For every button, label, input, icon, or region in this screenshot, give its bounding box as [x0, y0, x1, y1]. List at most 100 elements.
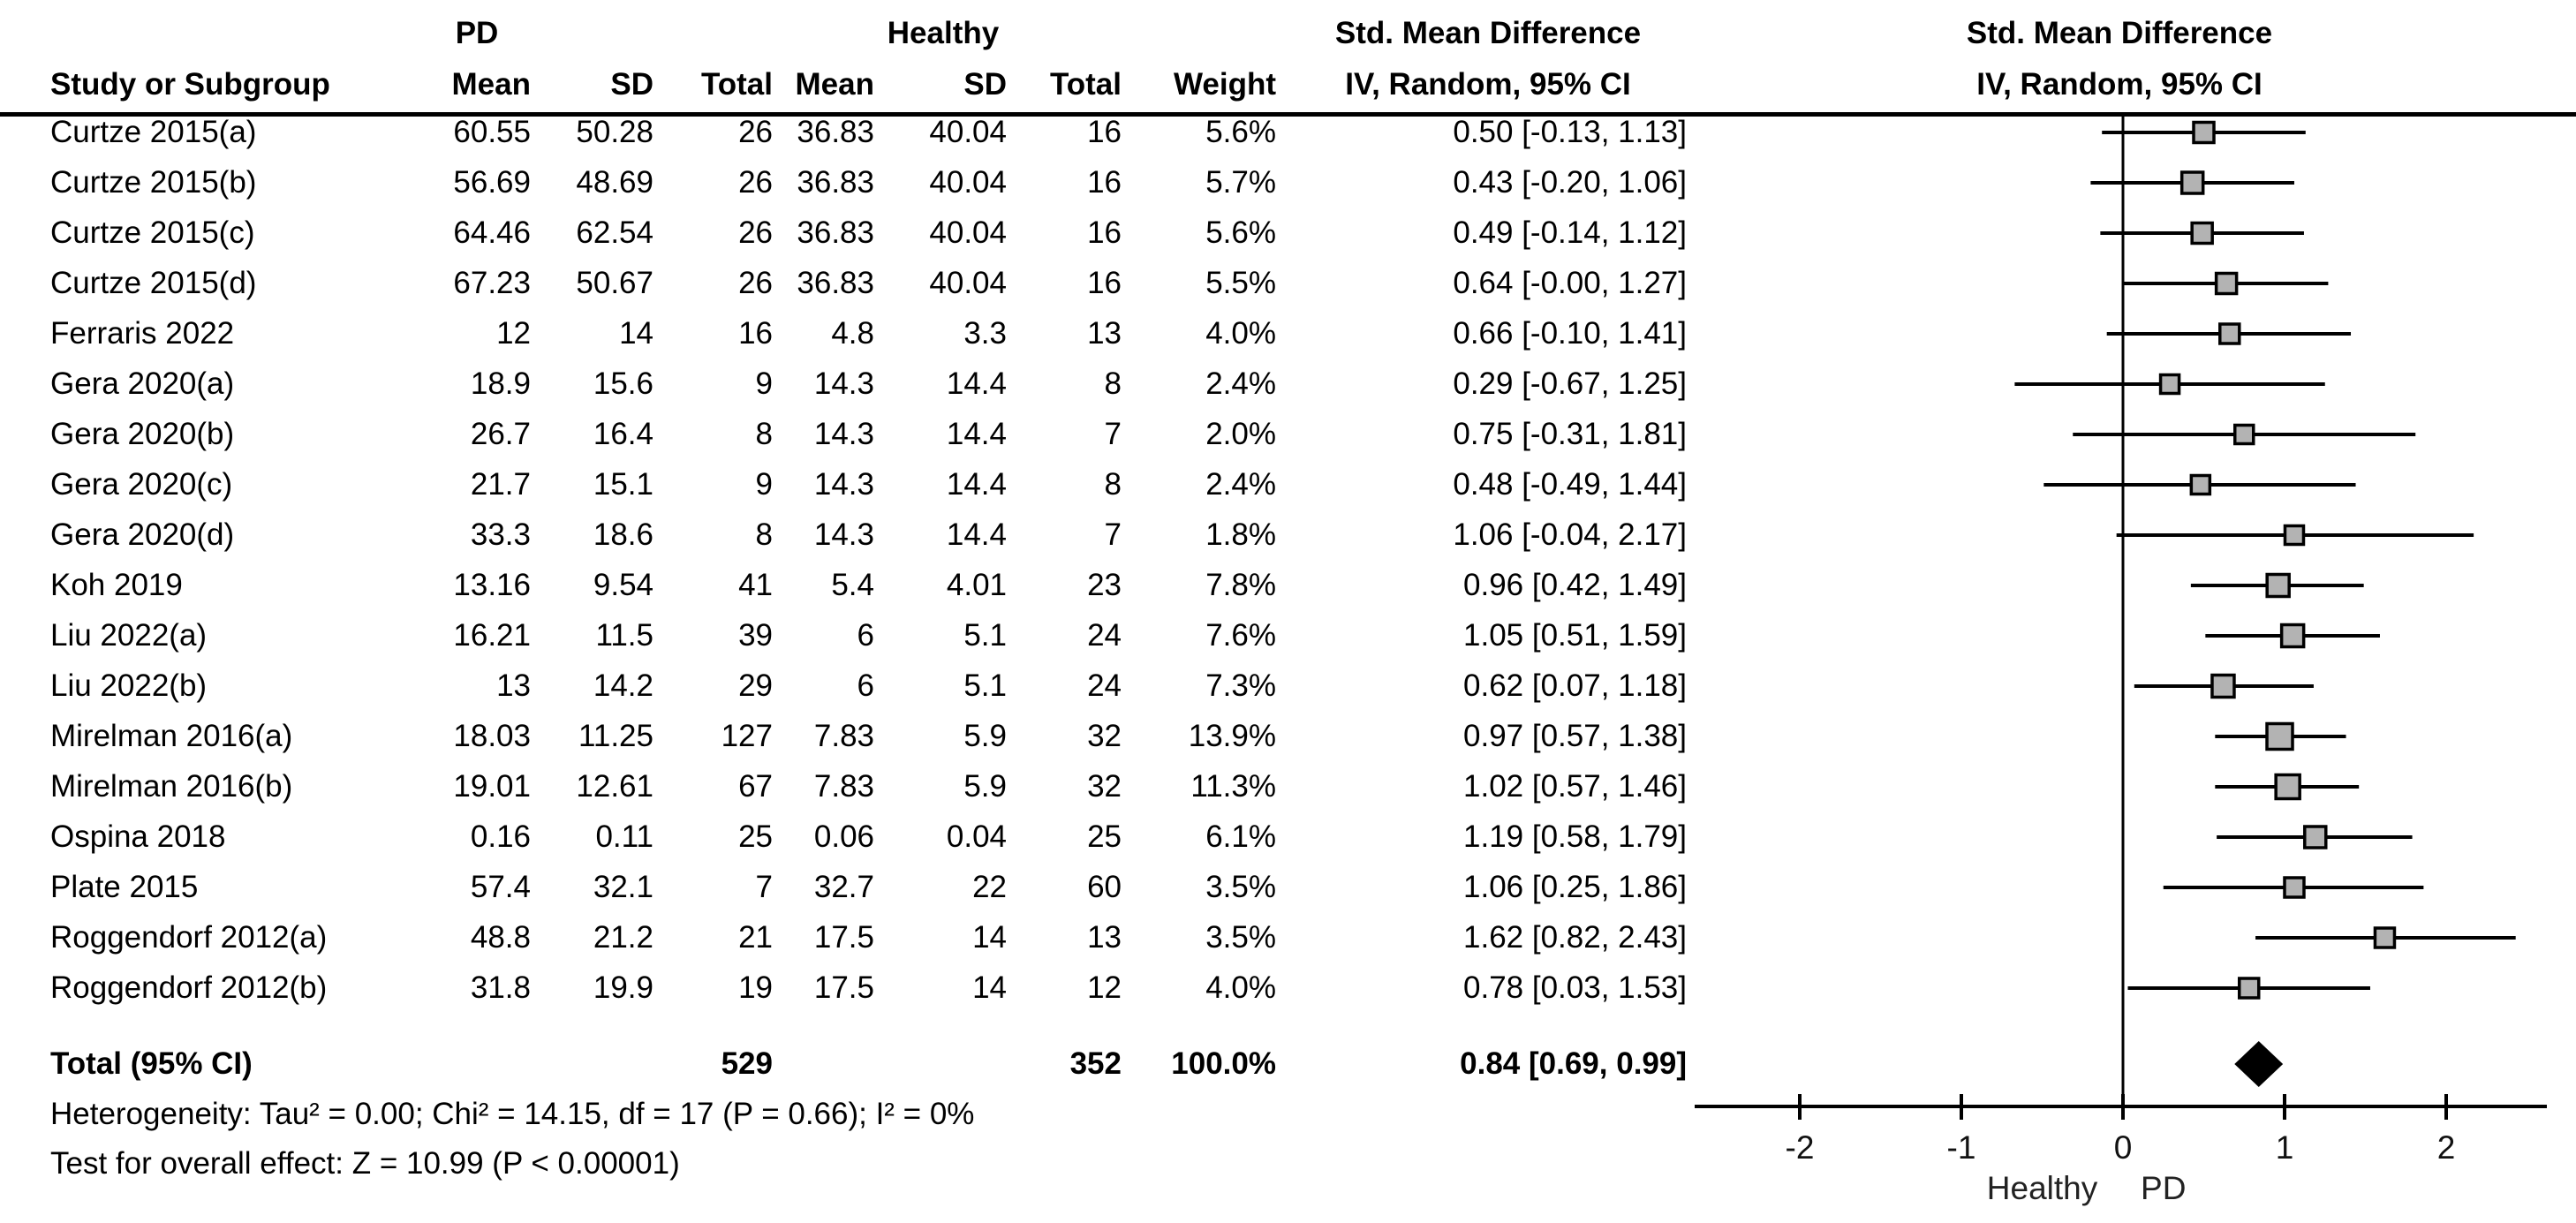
cell-mean_h: 4.8 — [831, 316, 874, 351]
cell-total_h: 23 — [1087, 568, 1122, 602]
cell-study: Curtze 2015(d) — [50, 266, 257, 300]
cell-sd_pd: 18.6 — [593, 517, 653, 552]
cell-sd_pd: 19.9 — [593, 970, 653, 1005]
tick-label: -2 — [1786, 1129, 1815, 1166]
col-header-mean-h: Mean — [795, 67, 874, 102]
cell-weight: 7.3% — [1205, 668, 1276, 703]
cell-total_pd: 127 — [721, 719, 773, 753]
cell-sd_h: 5.9 — [963, 769, 1007, 804]
cell-mean_pd: 67.23 — [453, 266, 531, 300]
smd-column-subtitle: IV, Random, 95% CI — [1345, 67, 1631, 102]
cell-sd_h: 5.9 — [963, 719, 1007, 753]
effect-square — [2279, 623, 2306, 649]
cell-mean_pd: 13.16 — [453, 568, 531, 602]
cell-total_h: 24 — [1087, 668, 1122, 703]
cell-ci_text: 1.62 [0.82, 2.43] — [1463, 920, 1687, 955]
cell-sd_pd: 21.2 — [593, 920, 653, 955]
cell-sd_pd: 9.54 — [593, 568, 653, 602]
cell-total_h: 16 — [1087, 165, 1122, 200]
cell-total_pd: 67 — [738, 769, 773, 804]
cell-sd_h: 14 — [972, 970, 1007, 1005]
cell-sd_pd: 11.25 — [578, 719, 653, 753]
cell-mean_h: 17.5 — [813, 970, 874, 1005]
cell-total_pd: 39 — [738, 618, 773, 653]
effect-square — [2179, 170, 2205, 195]
cell-ci_text: 0.29 [-0.67, 1.25] — [1453, 366, 1687, 401]
cell-total_h: 12 — [1087, 970, 1122, 1005]
cell-mean_h: 14.3 — [813, 467, 874, 502]
cell-mean_h: 32.7 — [813, 870, 874, 904]
cell-total_pd: 16 — [738, 316, 773, 351]
cell-study: Gera 2020(d) — [50, 517, 235, 552]
group-header-pd: PD — [455, 16, 499, 50]
group-header-healthy: Healthy — [887, 16, 1000, 50]
summary-diamond — [2234, 1041, 2284, 1087]
cell-total_pd: 9 — [755, 467, 773, 502]
cell-study: Roggendorf 2012(b) — [50, 970, 328, 1005]
cell-total_h: 24 — [1087, 618, 1122, 653]
cell-sd_h: 5.1 — [963, 618, 1007, 653]
cell-mean_h: 6 — [857, 618, 874, 653]
cell-ci_text: 0.75 [-0.31, 1.81] — [1453, 417, 1687, 451]
tick-label: 2 — [2437, 1129, 2456, 1166]
total-pd-n: 529 — [721, 1046, 773, 1081]
cell-total_h: 8 — [1104, 366, 1122, 401]
cell-ci_text: 0.97 [0.57, 1.38] — [1463, 719, 1687, 753]
cell-sd_h: 14.4 — [946, 517, 1007, 552]
cell-study: Gera 2020(a) — [50, 366, 235, 401]
cell-ci_text: 0.48 [-0.49, 1.44] — [1453, 467, 1687, 502]
cell-total_pd: 8 — [755, 417, 773, 451]
cell-weight: 4.0% — [1205, 970, 1276, 1005]
smd-plot-title: Std. Mean Difference — [1966, 16, 2273, 50]
cell-study: Roggendorf 2012(a) — [50, 920, 328, 955]
cell-mean_pd: 18.03 — [453, 719, 531, 753]
cell-ci_text: 0.96 [0.42, 1.49] — [1463, 568, 1687, 602]
cell-study: Liu 2022(a) — [50, 618, 208, 653]
overall-effect-note: Test for overall effect: Z = 10.99 (P < … — [50, 1146, 680, 1181]
col-header-total-h: Total — [1049, 67, 1122, 102]
cell-mean_h: 36.83 — [797, 266, 874, 300]
cell-total_h: 7 — [1104, 417, 1122, 451]
cell-weight: 5.7% — [1205, 165, 1276, 200]
cell-weight: 4.0% — [1205, 316, 1276, 351]
effect-square — [2373, 926, 2397, 949]
cell-study: Mirelman 2016(a) — [50, 719, 293, 753]
cell-study: Mirelman 2016(b) — [50, 769, 293, 804]
effect-square — [2233, 423, 2255, 446]
total-ci-text: 0.84 [0.69, 0.99] — [1460, 1046, 1687, 1081]
cell-total_pd: 26 — [738, 165, 773, 200]
cell-total_h: 32 — [1087, 719, 1122, 753]
cell-mean_h: 14.3 — [813, 417, 874, 451]
cell-ci_text: 0.43 [-0.20, 1.06] — [1453, 165, 1687, 200]
cell-ci_text: 0.78 [0.03, 1.53] — [1463, 970, 1687, 1005]
cell-sd_h: 14.4 — [946, 467, 1007, 502]
effect-square — [2190, 221, 2214, 245]
cell-sd_h: 14 — [972, 920, 1007, 955]
effect-square — [2192, 120, 2216, 145]
cell-sd_pd: 50.28 — [576, 115, 653, 149]
cell-mean_pd: 60.55 — [453, 115, 531, 149]
cell-mean_pd: 26.7 — [470, 417, 531, 451]
cell-study: Koh 2019 — [50, 568, 183, 602]
cell-sd_pd: 15.6 — [593, 366, 653, 401]
effect-square — [2265, 721, 2294, 751]
header-rule — [0, 112, 2576, 117]
cell-mean_pd: 16.21 — [453, 618, 531, 653]
effect-square — [2274, 773, 2301, 801]
cell-total_h: 16 — [1087, 215, 1122, 250]
effect-square — [2189, 473, 2212, 496]
col-header-study: Study or Subgroup — [50, 67, 330, 102]
cell-study: Curtze 2015(c) — [50, 215, 255, 250]
cell-mean_h: 6 — [857, 668, 874, 703]
effect-square — [2283, 876, 2306, 899]
effect-square — [2158, 373, 2181, 396]
cell-total_pd: 21 — [738, 920, 773, 955]
cell-total_h: 60 — [1087, 870, 1122, 904]
cell-mean_pd: 64.46 — [453, 215, 531, 250]
cell-sd_h: 4.01 — [946, 568, 1007, 602]
cell-sd_pd: 32.1 — [593, 870, 653, 904]
effect-square — [2214, 271, 2239, 296]
cell-ci_text: 0.66 [-0.10, 1.41] — [1453, 316, 1687, 351]
col-header-sd-pd: SD — [610, 67, 653, 102]
cell-weight: 11.3% — [1190, 769, 1276, 804]
